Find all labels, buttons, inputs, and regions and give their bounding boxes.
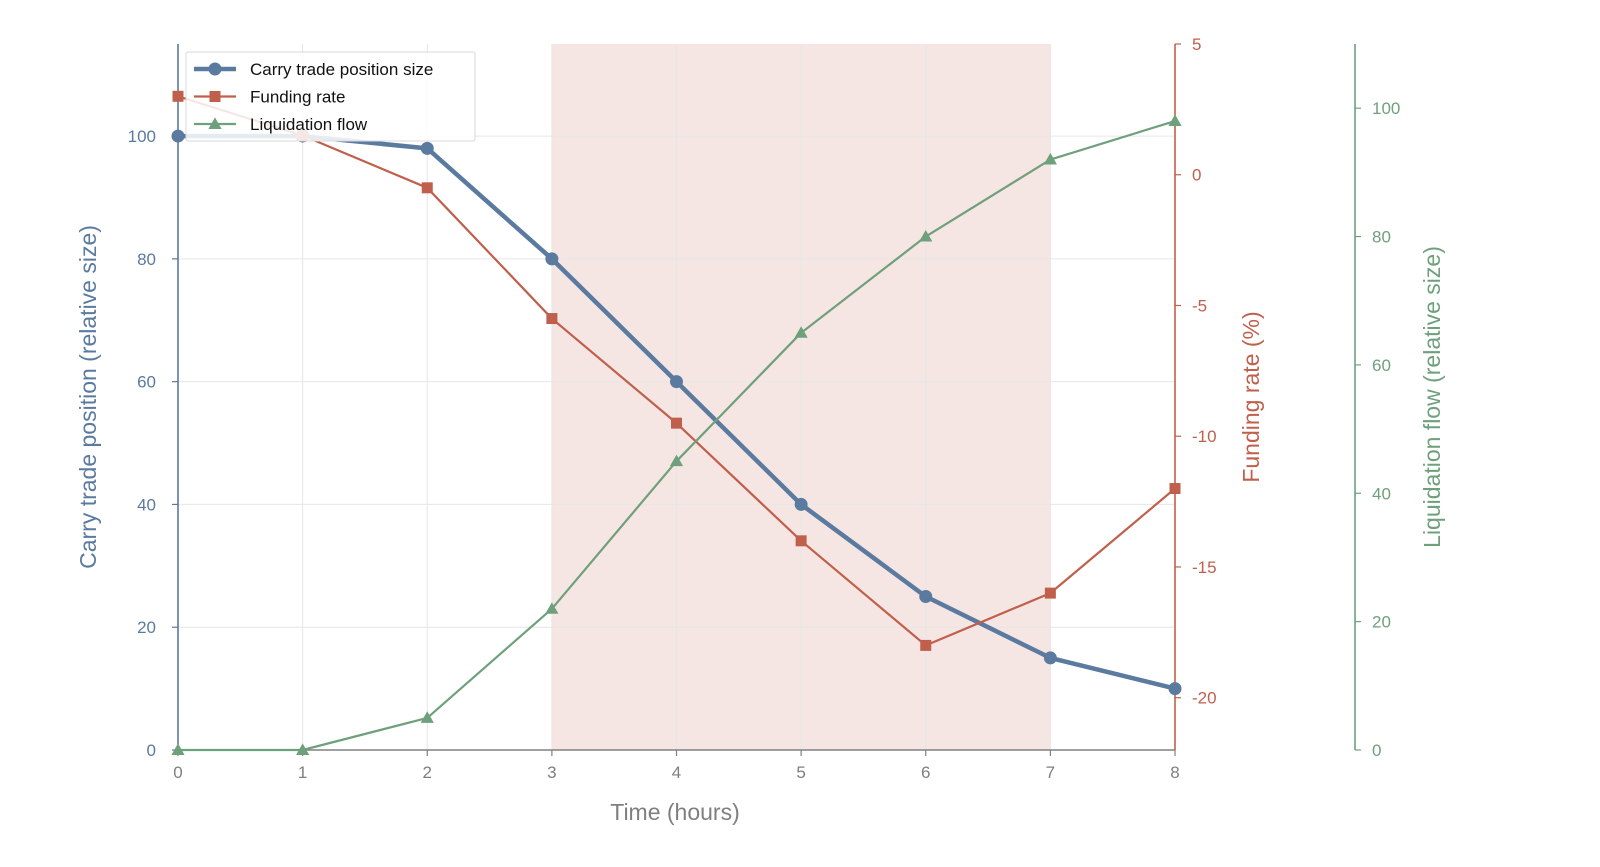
position-size-point: [1168, 682, 1182, 696]
liquidation-flow-point: [794, 326, 808, 338]
left-axis-tick-label: 80: [137, 250, 156, 269]
funding-rate-point: [1169, 483, 1181, 495]
position-size-point: [545, 252, 559, 266]
funding-rate-axis-tick-label: -5: [1192, 296, 1207, 315]
legend-label: Liquidation flow: [250, 115, 368, 134]
funding-rate-point: [546, 313, 558, 325]
position-size-point: [420, 141, 434, 155]
funding-rate-point: [421, 182, 433, 194]
legend-swatch-marker: [208, 117, 222, 129]
funding-rate-point: [172, 90, 184, 102]
x-axis-title: Time (hours): [610, 799, 740, 825]
liquidation-flow-axis-tick-label: 40: [1372, 484, 1391, 503]
position-size-point: [1043, 651, 1057, 665]
liquidation-flow-axis-title: Liquidation flow (relative size): [1419, 246, 1445, 548]
funding-rate-point: [671, 417, 682, 429]
left-axis-tick-label: 0: [147, 741, 156, 760]
liquidation-flow-axis-tick-label: 0: [1372, 741, 1381, 760]
liquidation-flow-point: [669, 454, 684, 467]
left-axis-tick-label: 20: [137, 618, 156, 637]
funding-rate-series: [172, 90, 1181, 651]
x-tick-label: 8: [1170, 763, 1179, 782]
x-tick-label: 2: [423, 763, 432, 782]
liquidation-flow-point: [545, 602, 559, 614]
funding-rate-axis-tick-label: -15: [1192, 558, 1217, 577]
liquidation-flow-point: [1043, 152, 1057, 165]
funding-rate-axis-tick-label: -10: [1192, 427, 1217, 446]
left-axis-tick-label: 100: [128, 127, 156, 146]
grid-layer: [177, 44, 1176, 751]
position-size-point: [171, 129, 185, 143]
liquidation-flow-axis-tick-label: 100: [1372, 99, 1400, 118]
liquidation-flow-point: [296, 743, 310, 755]
funding-rate-axis-title: Funding rate (%): [1238, 311, 1264, 482]
x-tick-label: 1: [298, 763, 307, 782]
funding-rate-axis-tick-label: 0: [1192, 166, 1201, 185]
legend-swatch-marker: [208, 62, 222, 76]
funding-rate-point: [795, 535, 807, 547]
legend-box: [185, 51, 476, 142]
liquidation-flow-axis-tick-label: 80: [1372, 228, 1391, 247]
position-size-point: [919, 590, 933, 604]
x-tick-label: 5: [796, 763, 805, 782]
legend-item: Carry trade position size: [194, 60, 433, 79]
funding-rate-axis-tick-label: 5: [1192, 35, 1201, 54]
legend-item: Liquidation flow: [194, 115, 368, 134]
liquidation-flow-axis-tick-label: 60: [1372, 356, 1391, 375]
liquidation-flow-point: [919, 229, 933, 242]
left-axis-tick-label: 60: [137, 373, 156, 392]
funding-rate-axis-tick-label: -20: [1192, 689, 1217, 708]
position-size-point: [670, 375, 683, 389]
liquidation-flow-point: [420, 711, 434, 723]
liquidation-flow-point: [1168, 114, 1182, 126]
liquidation-flow-series: [171, 114, 1182, 755]
legend-item: Funding rate: [194, 88, 345, 107]
x-tick-label: 0: [173, 763, 182, 782]
x-tick-label: 7: [1046, 763, 1055, 782]
x-tick-label: 3: [547, 763, 556, 782]
funding-rate-point: [1044, 587, 1056, 599]
position-size-point: [794, 497, 808, 511]
left-axis-tick-label: 40: [137, 495, 156, 514]
left-axis-title: Carry trade position (relative size): [75, 225, 101, 569]
x-tick-label: 4: [672, 763, 681, 782]
axes-layer: 0 1 2 3 4 5 6 7 802040608010050-5-10-15-20020406…: [128, 35, 1401, 782]
legend-swatch-marker: [209, 91, 221, 102]
x-tick-label: 6: [921, 763, 930, 782]
legend-label: Carry trade position size: [250, 60, 433, 79]
liquidation-flow-axis-tick-label: 20: [1372, 613, 1391, 632]
legend: Carry trade position size Funding rate Liq…: [185, 51, 476, 142]
funding-rate-point: [920, 639, 932, 651]
legend-label: Funding rate: [250, 88, 345, 107]
liquidation-flow-point: [171, 743, 185, 755]
